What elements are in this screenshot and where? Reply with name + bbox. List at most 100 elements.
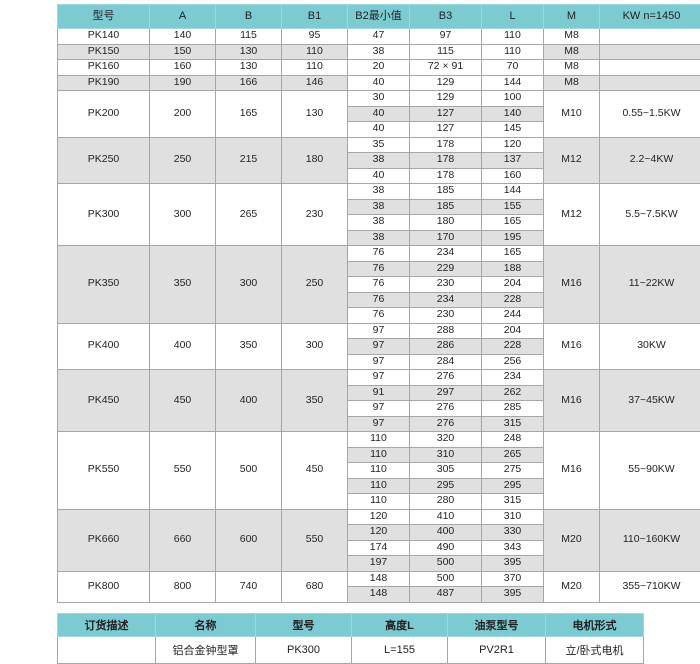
cell-a: 160 — [150, 60, 216, 76]
order-header-name: 名称 — [156, 613, 256, 636]
cell-b3: 500 — [410, 556, 482, 572]
order-header-pump-model: 油泵型号 — [448, 613, 546, 636]
cell-b3: 178 — [410, 168, 482, 184]
cell-l: 395 — [482, 587, 544, 603]
cell-l: 137 — [482, 153, 544, 169]
cell-b2: 38 — [348, 215, 410, 231]
cell-model: PK150 — [58, 44, 150, 60]
cell-kw: 110~160KW — [600, 509, 700, 571]
cell-l: 370 — [482, 571, 544, 587]
cell-b3: 280 — [410, 494, 482, 510]
cell-b3: 234 — [410, 246, 482, 262]
cell-b1: 550 — [282, 509, 348, 571]
cell-b3: 97 — [410, 29, 482, 45]
cell-b2: 110 — [348, 478, 410, 494]
order-header-row: 订货描述 名称 型号 高度L 油泵型号 电机形式 — [58, 613, 644, 636]
cell-l: 188 — [482, 261, 544, 277]
cell-model: PK400 — [58, 323, 150, 370]
cell-model: PK450 — [58, 370, 150, 432]
column-header-b3: B3 — [410, 5, 482, 29]
cell-model: PK550 — [58, 432, 150, 510]
cell-l: 120 — [482, 137, 544, 153]
column-header-b: B — [216, 5, 282, 29]
cell-kw — [600, 60, 700, 76]
cell-b2: 110 — [348, 463, 410, 479]
cell-l: 262 — [482, 385, 544, 401]
cell-b3: 185 — [410, 199, 482, 215]
cell-b3: 127 — [410, 106, 482, 122]
cell-b2: 40 — [348, 75, 410, 91]
cell-a: 190 — [150, 75, 216, 91]
cell-b1: 146 — [282, 75, 348, 91]
cell-b: 600 — [216, 509, 282, 571]
cell-b3: 310 — [410, 447, 482, 463]
cell-l: 144 — [482, 75, 544, 91]
cell-b3: 129 — [410, 75, 482, 91]
column-header-m: M — [544, 5, 600, 29]
cell-l: 310 — [482, 509, 544, 525]
order-value-row: 铝合金钟型罩 PK300 L=155 PV2R1 立/卧式电机 — [58, 636, 644, 663]
cell-b2: 97 — [348, 339, 410, 355]
cell-b3: 490 — [410, 540, 482, 556]
cell-b1: 95 — [282, 29, 348, 45]
cell-model: PK190 — [58, 75, 150, 91]
cell-b2: 38 — [348, 230, 410, 246]
cell-m: M10 — [544, 91, 600, 138]
cell-b3: 185 — [410, 184, 482, 200]
column-header-b2-min: B2最小值 — [348, 5, 410, 29]
order-value-description — [58, 636, 156, 663]
cell-b3: 127 — [410, 122, 482, 138]
cell-b3: 286 — [410, 339, 482, 355]
cell-b3: 487 — [410, 587, 482, 603]
order-value-height: L=155 — [352, 636, 448, 663]
cell-a: 350 — [150, 246, 216, 324]
cell-l: 144 — [482, 184, 544, 200]
cell-l: 315 — [482, 416, 544, 432]
cell-b2: 120 — [348, 525, 410, 541]
cell-b2: 97 — [348, 354, 410, 370]
cell-b1: 300 — [282, 323, 348, 370]
cell-m: M12 — [544, 137, 600, 184]
cell-l: 295 — [482, 478, 544, 494]
order-header-model: 型号 — [256, 613, 352, 636]
order-value-motor-type: 立/卧式电机 — [546, 636, 644, 663]
cell-l: 204 — [482, 277, 544, 293]
cell-kw: 5.5~7.5KW — [600, 184, 700, 246]
cell-model: PK250 — [58, 137, 150, 184]
column-header-model: 型号 — [58, 5, 150, 29]
cell-b2: 91 — [348, 385, 410, 401]
cell-b: 130 — [216, 44, 282, 60]
cell-kw: 37~45KW — [600, 370, 700, 432]
cell-b2: 148 — [348, 571, 410, 587]
cell-b3: 500 — [410, 571, 482, 587]
order-table-header: 订货描述 名称 型号 高度L 油泵型号 电机形式 — [58, 613, 644, 636]
cell-m: M20 — [544, 509, 600, 571]
cell-l: 228 — [482, 292, 544, 308]
cell-b3: 320 — [410, 432, 482, 448]
cell-a: 660 — [150, 509, 216, 571]
cell-b2: 97 — [348, 370, 410, 386]
cell-b3: 400 — [410, 525, 482, 541]
cell-b3: 230 — [410, 277, 482, 293]
cell-b2: 76 — [348, 292, 410, 308]
cell-b2: 97 — [348, 401, 410, 417]
cell-l: 110 — [482, 44, 544, 60]
cell-b3: 276 — [410, 416, 482, 432]
cell-kw: 355~710KW — [600, 571, 700, 602]
cell-b2: 40 — [348, 106, 410, 122]
cell-m: M16 — [544, 370, 600, 432]
cell-kw — [600, 44, 700, 60]
cell-b2: 120 — [348, 509, 410, 525]
order-value-name: 铝合金钟型罩 — [156, 636, 256, 663]
cell-l: 204 — [482, 323, 544, 339]
cell-b: 130 — [216, 60, 282, 76]
